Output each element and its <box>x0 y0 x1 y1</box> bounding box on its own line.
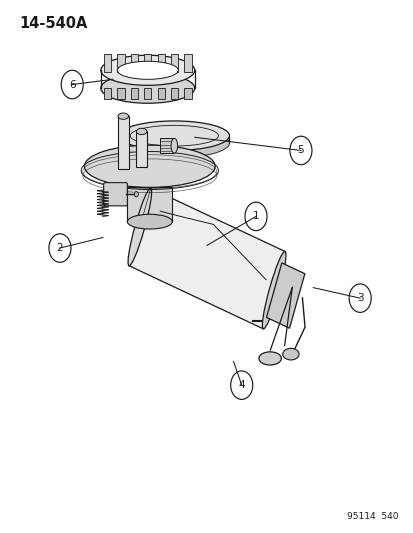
Ellipse shape <box>262 252 285 329</box>
Bar <box>144 54 151 72</box>
Ellipse shape <box>134 191 138 197</box>
Bar <box>157 54 164 72</box>
FancyBboxPatch shape <box>103 183 127 206</box>
Ellipse shape <box>127 214 172 229</box>
Text: 14-540A: 14-540A <box>19 16 87 31</box>
Text: 5: 5 <box>297 146 304 156</box>
Bar <box>171 54 178 72</box>
Ellipse shape <box>119 128 229 158</box>
Text: 1: 1 <box>252 212 259 221</box>
Ellipse shape <box>282 349 298 360</box>
Ellipse shape <box>136 128 147 135</box>
Bar <box>171 88 178 99</box>
Ellipse shape <box>118 113 128 119</box>
Ellipse shape <box>171 139 177 153</box>
Bar <box>157 88 164 99</box>
Text: 2: 2 <box>57 243 63 253</box>
Text: 95114  540: 95114 540 <box>347 512 398 521</box>
Text: 6: 6 <box>69 79 75 90</box>
Bar <box>127 188 172 222</box>
Ellipse shape <box>117 61 178 79</box>
Bar <box>184 54 191 72</box>
Ellipse shape <box>100 73 194 103</box>
Text: 4: 4 <box>238 380 244 390</box>
Ellipse shape <box>119 121 229 150</box>
Bar <box>117 88 124 99</box>
Bar <box>118 116 128 169</box>
Bar <box>131 54 138 72</box>
Bar <box>184 88 191 99</box>
Bar <box>160 139 174 153</box>
Ellipse shape <box>100 55 194 85</box>
Bar <box>104 54 111 72</box>
Bar <box>131 88 138 99</box>
Polygon shape <box>128 188 285 329</box>
Ellipse shape <box>128 188 151 266</box>
Text: 3: 3 <box>356 293 363 303</box>
Bar <box>117 54 124 72</box>
Bar <box>104 88 111 99</box>
Bar <box>136 132 147 167</box>
Polygon shape <box>266 263 304 328</box>
Ellipse shape <box>258 352 281 365</box>
Bar <box>144 88 151 99</box>
Ellipse shape <box>84 145 215 188</box>
